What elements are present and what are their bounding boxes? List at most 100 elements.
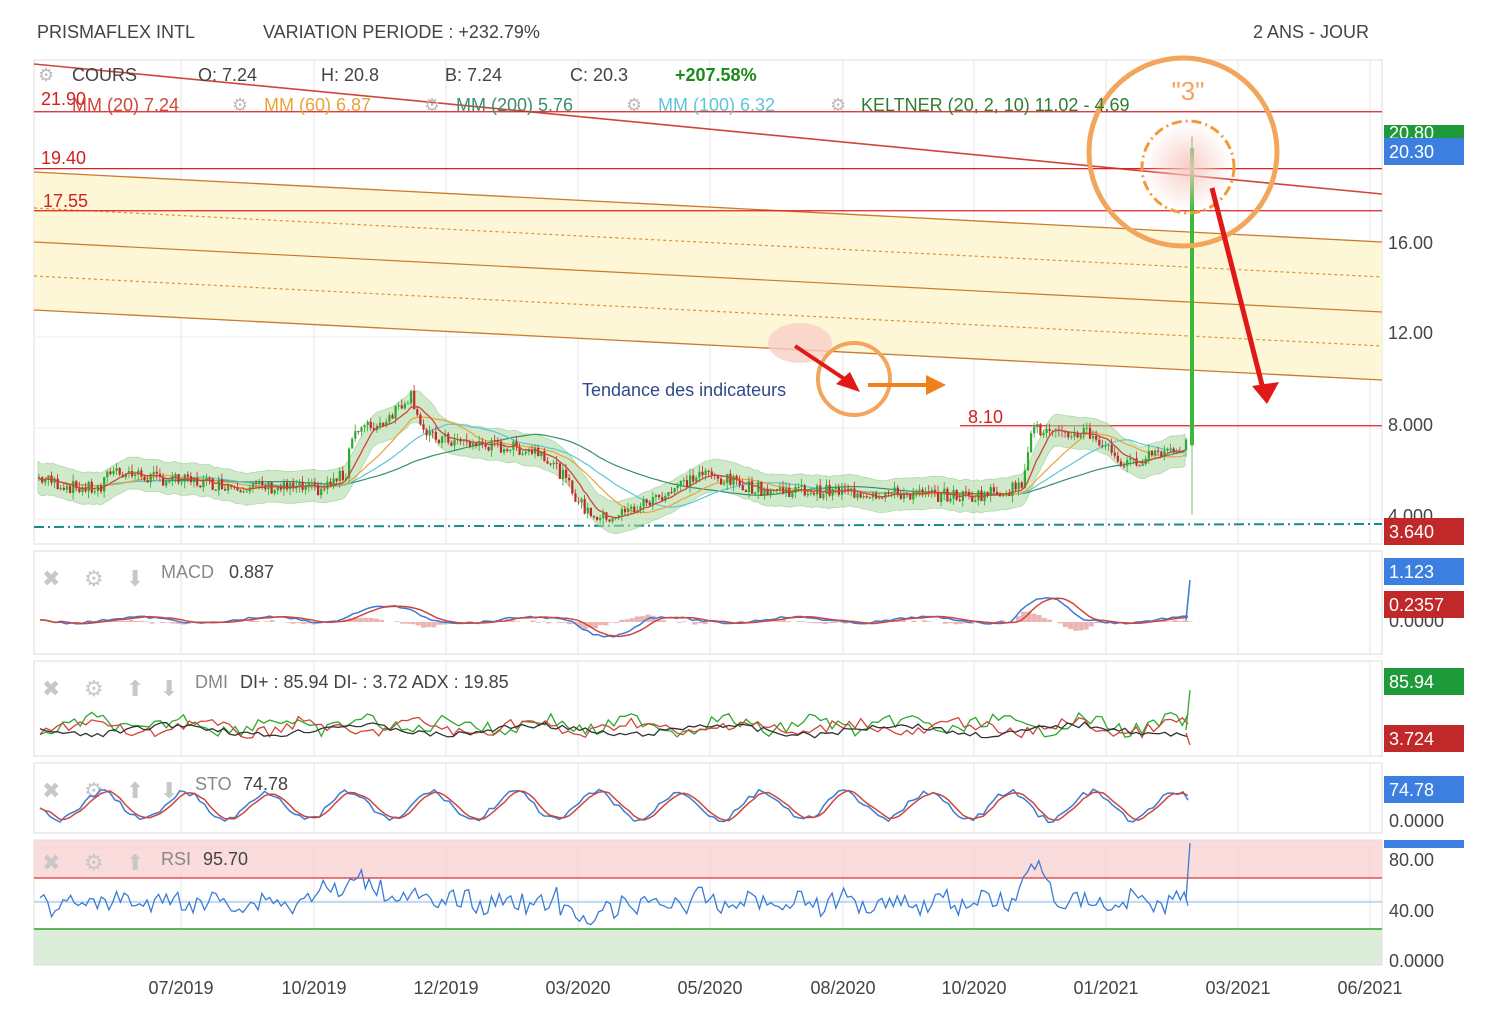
candle (323, 488, 326, 490)
candle (496, 440, 499, 442)
macd-histogram-bar (285, 622, 291, 623)
highlight-glow (1144, 123, 1232, 211)
candle (695, 477, 698, 482)
candle (1079, 434, 1082, 438)
macd-histogram-bar (1182, 620, 1188, 622)
candle (583, 499, 586, 514)
indicator-trend-label: Tendance des indicateurs (582, 380, 786, 400)
macd-histogram-bar (812, 622, 818, 624)
candle (806, 493, 809, 496)
close-icon[interactable]: ✖ (42, 850, 60, 875)
x-tick-label: 10/2019 (281, 978, 346, 998)
macd-histogram-bar (1021, 611, 1027, 622)
mm100-gear-icon[interactable]: ⚙ (626, 95, 642, 115)
gear-icon[interactable]: ⚙ (38, 65, 54, 85)
gear-icon[interactable]: ⚙ (84, 850, 104, 875)
sto-panel (33, 762, 1383, 834)
candle (809, 493, 813, 495)
candle (1048, 429, 1051, 432)
candle (202, 480, 205, 488)
candle (211, 478, 214, 490)
move-down-icon[interactable]: ⬇ (160, 676, 178, 701)
candle (183, 474, 186, 482)
candle (1157, 450, 1160, 452)
macd-histogram-bar (300, 622, 306, 625)
candle (856, 493, 859, 498)
macd-histogram-bar (170, 622, 176, 624)
candle (1101, 445, 1104, 447)
macd-histogram-bar (535, 622, 541, 623)
move-up-icon[interactable]: ⬆ (126, 676, 144, 701)
candle (47, 475, 50, 480)
candle (400, 405, 403, 409)
macd-badge-1 (1384, 558, 1464, 585)
period-selector[interactable]: 2 ANS - JOUR (1253, 22, 1370, 42)
macd-histogram-bar (400, 622, 406, 624)
candle (828, 484, 831, 496)
candle (472, 443, 475, 447)
close-icon[interactable]: ✖ (42, 676, 60, 701)
tick-12: 12.00 (1388, 323, 1433, 343)
candle (282, 482, 286, 490)
candle (710, 471, 713, 476)
price-legend: ⚙ COURS O: 7.24 H: 20.8 B: 7.24 C: 20.3 … (38, 65, 1129, 115)
keltner-gear-icon[interactable]: ⚙ (830, 95, 846, 115)
candle (118, 468, 121, 475)
candle (940, 493, 943, 502)
gear-icon[interactable]: ⚙ (84, 676, 104, 701)
candle (493, 440, 496, 442)
macd-histogram-bar (118, 620, 124, 622)
candle (627, 508, 630, 513)
macd-badge-2-label: 0.2357 (1389, 595, 1444, 615)
macd-histogram-bar (128, 620, 134, 622)
candle (149, 474, 152, 483)
candle (664, 495, 667, 501)
candle (72, 480, 75, 494)
rsi-badge-partial (1384, 840, 1464, 848)
macd-histogram-bar (1036, 614, 1042, 622)
candle (986, 492, 989, 496)
move-up-icon[interactable]: ⬆ (126, 850, 144, 875)
mm60-gear-icon[interactable]: ⚙ (232, 95, 248, 115)
candle (1160, 451, 1163, 458)
candle (1014, 482, 1017, 490)
move-up-icon[interactable]: ⬆ (126, 778, 144, 803)
candle (704, 470, 707, 476)
mm200-gear-icon[interactable]: ⚙ (424, 95, 440, 115)
candle (81, 487, 84, 493)
candle (1088, 427, 1092, 439)
candle (692, 475, 695, 482)
macd-histogram-bar (624, 619, 630, 622)
candle (1039, 424, 1042, 436)
candle (357, 431, 360, 433)
macd-histogram-bar (76, 622, 82, 623)
gear-icon[interactable]: ⚙ (84, 566, 104, 591)
move-down-icon[interactable]: ⬇ (126, 566, 144, 591)
candle (372, 428, 375, 431)
rsi-header: ✖ ⚙ ⬆ RSI 95.70 (42, 849, 248, 875)
sto-badge-label: 74.78 (1389, 780, 1434, 800)
rsi-tick-40: 40.00 (1389, 901, 1434, 921)
macd-histogram-bar (1015, 616, 1021, 622)
candle (924, 491, 927, 493)
candle (930, 489, 933, 492)
candle (258, 481, 261, 484)
x-tick-label: 08/2020 (810, 978, 875, 998)
close-icon[interactable]: ✖ (42, 566, 60, 591)
macd-histogram-bar (1094, 622, 1100, 624)
candle (537, 447, 540, 457)
circle-3-annotation: "3" (1086, 55, 1280, 404)
move-down-icon[interactable]: ⬇ (160, 778, 178, 803)
macd-histogram-bar (1067, 622, 1073, 629)
candle (878, 497, 881, 499)
candle (676, 485, 679, 489)
candle (608, 519, 611, 522)
candle (162, 476, 165, 486)
candle (363, 425, 366, 428)
close-icon[interactable]: ✖ (42, 778, 60, 803)
candle (1070, 436, 1073, 438)
di-minus-drop (1185, 732, 1191, 746)
candle (1023, 470, 1026, 488)
macd-histogram-bar (655, 619, 661, 622)
candle (844, 488, 847, 490)
